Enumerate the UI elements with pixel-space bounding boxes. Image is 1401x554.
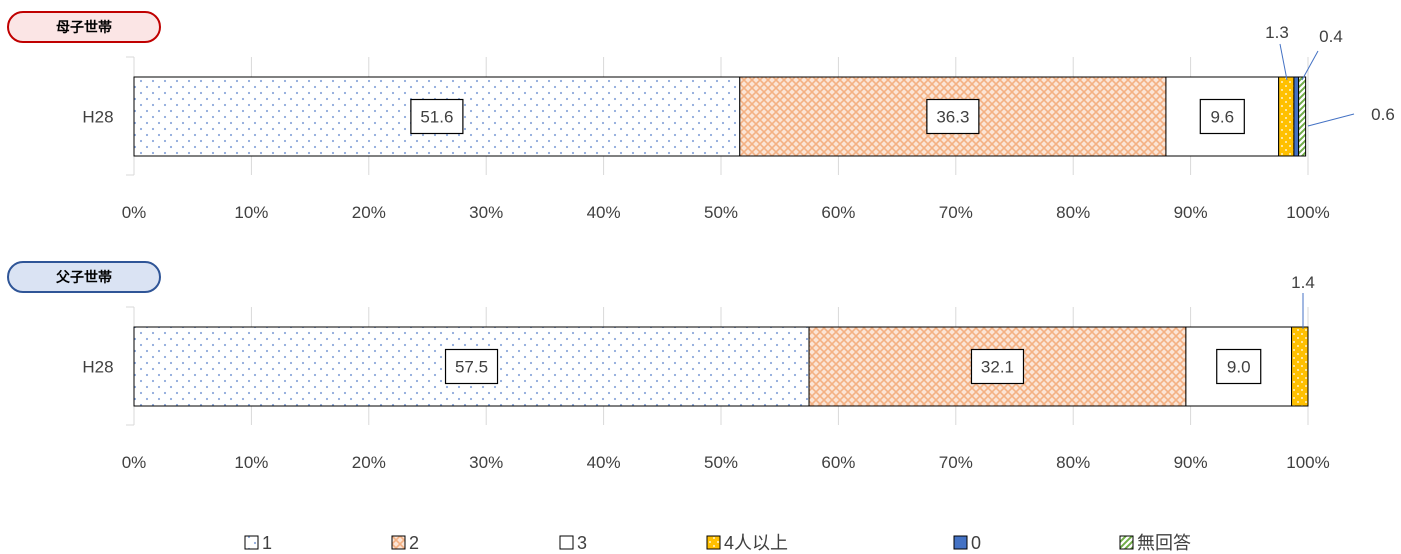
x-tick-label: 30%	[469, 203, 503, 222]
legend-label: 1	[262, 533, 272, 553]
x-tick-label: 100%	[1286, 203, 1329, 222]
legend-item: 4人以上	[706, 533, 788, 553]
bar-segment-4人以上	[1291, 326, 1309, 407]
legend-item: 3	[559, 533, 587, 553]
badge-pill	[7, 261, 161, 293]
x-tick-label: 10%	[234, 453, 268, 472]
x-tick-label: 0%	[122, 453, 147, 472]
badge-label: 父子世帯	[55, 269, 112, 285]
legend-label: 3	[577, 533, 587, 553]
x-tick-label: 90%	[1174, 203, 1208, 222]
legend-item: 無回答	[1119, 533, 1191, 553]
panel-1: 母子世帯 H28 51.6 36.3 9.6 1.3 0.4 0.6 0% 10% 20% 30% 40…	[7, 11, 1395, 222]
x-tick-label: 70%	[939, 453, 973, 472]
badge-pill	[7, 11, 161, 43]
legend-label: 0	[971, 533, 981, 553]
data-label: 0.4	[1319, 27, 1343, 46]
legend-label: 2	[409, 533, 419, 553]
data-label: 1.4	[1291, 273, 1315, 292]
legend-item: 2	[391, 533, 419, 553]
panel-badge: 父子世帯	[7, 261, 161, 293]
x-tick-label: 80%	[1056, 203, 1090, 222]
x-tick-label: 80%	[1056, 453, 1090, 472]
leader-line	[1307, 113, 1355, 127]
x-tick-label: 70%	[939, 203, 973, 222]
data-label: 57.5	[455, 358, 488, 377]
x-tick-label: 40%	[587, 453, 621, 472]
x-tick-label: 60%	[821, 453, 855, 472]
data-label: 0.6	[1371, 105, 1395, 124]
leader-line	[1279, 43, 1288, 81]
legend-label: 4人以上	[724, 533, 788, 553]
legend-swatch	[953, 535, 968, 550]
x-tick-label: 100%	[1286, 453, 1329, 472]
data-label: 9.6	[1210, 108, 1234, 127]
x-tick-label: 50%	[704, 203, 738, 222]
legend-swatch	[706, 535, 721, 550]
legend-swatch	[244, 535, 259, 550]
x-tick-label: 60%	[821, 203, 855, 222]
badge-label: 母子世帯	[56, 19, 112, 35]
x-tick-label: 10%	[234, 203, 268, 222]
legend-swatch	[559, 535, 574, 550]
data-label: 9.0	[1227, 358, 1251, 377]
data-label: 36.3	[936, 108, 969, 127]
data-label: 32.1	[981, 358, 1014, 377]
data-label-box	[926, 98, 980, 135]
data-label: 1.3	[1265, 23, 1289, 42]
x-tick-label: 20%	[352, 453, 386, 472]
bar-segment-4人以上	[1278, 76, 1295, 157]
data-label-box	[1199, 98, 1245, 135]
x-tick-label: 50%	[704, 453, 738, 472]
category-label: H28	[82, 108, 113, 127]
x-tick-label: 30%	[469, 453, 503, 472]
legend-label: 無回答	[1137, 533, 1191, 553]
x-tick-label: 0%	[122, 203, 147, 222]
legend: 1 2 3 4人以上 0 無回答	[244, 533, 1191, 553]
data-label-box	[410, 98, 464, 135]
data-label-box	[444, 348, 499, 385]
panel-badge: 母子世帯	[7, 11, 161, 43]
legend-item: 0	[953, 533, 981, 553]
x-tick-label: 40%	[587, 203, 621, 222]
data-label-box	[970, 348, 1025, 385]
bar-segment-0	[1293, 76, 1300, 157]
legend-item: 1	[244, 533, 272, 553]
data-label: 51.6	[420, 108, 453, 127]
leader-line	[1301, 50, 1319, 81]
x-tick-label: 90%	[1174, 453, 1208, 472]
legend-swatch	[1119, 535, 1134, 550]
category-label: H28	[82, 358, 113, 377]
data-label-box	[1216, 348, 1262, 385]
bar-segment-無回答	[1298, 76, 1307, 157]
panel-2: 父子世帯 H28 57.5 32.1 9.0 1.4 0% 10% 20% 30% 40% 50% 60…	[7, 261, 1330, 472]
legend-swatch	[391, 535, 406, 550]
x-tick-label: 20%	[352, 203, 386, 222]
